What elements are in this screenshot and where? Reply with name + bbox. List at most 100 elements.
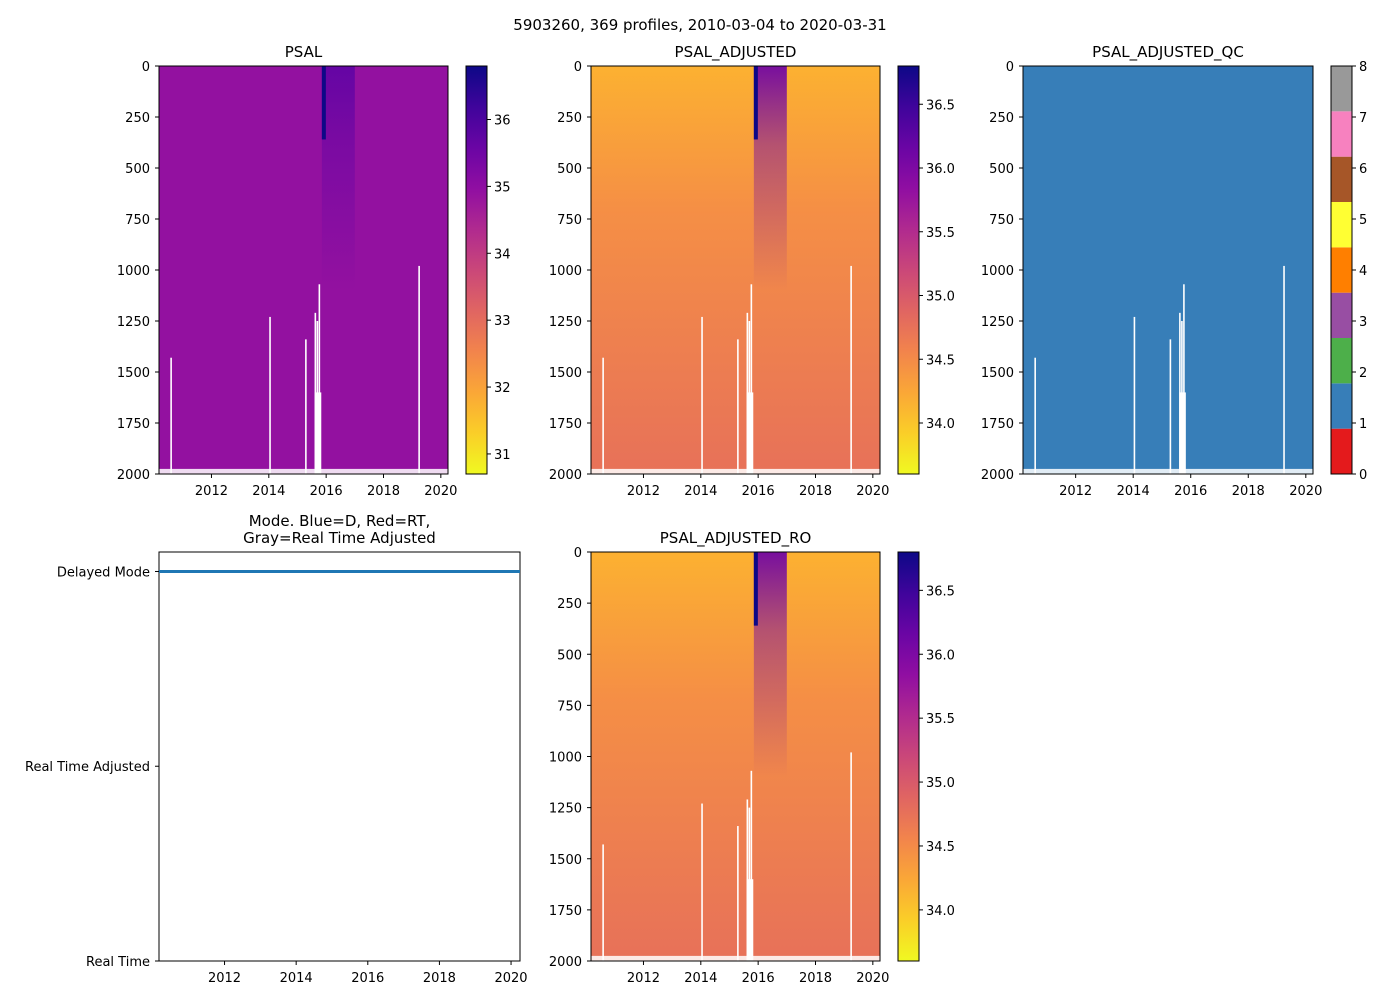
psal-adjusted-xtick-label: 2014 <box>684 484 717 499</box>
psal-adjusted-ro-colorbar-tick-label: 36.0 <box>926 648 955 663</box>
psal-adjusted-ro-colorbar-tick-label: 34.0 <box>926 904 955 919</box>
psal-ytick-label: 500 <box>125 162 150 177</box>
psal-adjusted-qc-colorbar-tick-label: 2 <box>1359 366 1367 381</box>
psal-adjusted-qc-colorbar-segment <box>1331 292 1352 338</box>
psal-adjusted-ytick-label: 500 <box>557 162 582 177</box>
psal-adjusted-qc-xtick-label: 2018 <box>1232 484 1265 499</box>
psal-adjusted-qc-colorbar-segment <box>1331 247 1352 293</box>
psal-adjusted-ro-title: PSAL_ADJUSTED_RO <box>660 529 812 548</box>
psal-adjusted-ro-bottom-fringe <box>591 955 880 961</box>
psal-adjusted-gap-block <box>746 392 754 474</box>
psal-field <box>159 66 448 474</box>
psal-ytick-label: 1500 <box>117 366 150 381</box>
psal-adjusted-qc-gap <box>1283 265 1285 474</box>
psal-adjusted-qc-colorbar-segment <box>1331 66 1352 112</box>
psal-gap <box>318 284 321 474</box>
psal-gap <box>418 265 420 474</box>
psal-adjusted-ytick-label: 250 <box>557 111 582 126</box>
psal-xtick-label: 2016 <box>310 484 343 499</box>
psal-ytick-label: 750 <box>125 213 150 228</box>
psal-adjusted-qc-colorbar-segment <box>1331 202 1352 248</box>
psal-adjusted-ro-ytick-label: 1500 <box>549 853 582 868</box>
psal-adjusted-colorbar-tick-label: 34.0 <box>926 417 955 432</box>
psal-adjusted-colorbar <box>898 66 919 474</box>
psal-adjusted-ro-gap <box>602 844 604 961</box>
psal-adjusted-xtick-label: 2018 <box>799 484 832 499</box>
psal-adjusted-ro-ytick-label: 250 <box>557 597 582 612</box>
psal-adjusted-qc-colorbar-tick-label: 6 <box>1359 162 1367 177</box>
mode-frame <box>158 551 521 962</box>
psal-adjusted-colorbar-tick-label: 35.5 <box>926 226 955 241</box>
psal-anomaly-edge <box>321 66 326 140</box>
psal-adjusted-ro-xtick-label: 2014 <box>684 971 717 986</box>
psal-adjusted-title: PSAL_ADJUSTED <box>675 43 797 62</box>
psal-gap <box>305 339 307 474</box>
psal-title: PSAL <box>285 43 323 61</box>
psal-adjusted-ro-gap <box>750 770 753 961</box>
psal-ytick-label: 0 <box>142 60 150 75</box>
mode-xtick-label: 2016 <box>351 971 384 986</box>
psal-adjusted-qc-ytick-label: 0 <box>1006 60 1014 75</box>
psal-adjusted-bottom-fringe <box>591 468 880 474</box>
psal-adjusted-ro-colorbar-tick-label: 36.5 <box>926 584 955 599</box>
psal-adjusted-qc-colorbar-tick-label: 5 <box>1359 213 1367 228</box>
psal-adjusted-qc-xtick-label: 2014 <box>1117 484 1150 499</box>
psal-adjusted-ro-ytick-label: 750 <box>557 699 582 714</box>
psal-adjusted-ytick-label: 750 <box>557 213 582 228</box>
psal-anomaly <box>321 66 355 291</box>
mode-ytick-label: Real Time Adjusted <box>25 760 150 775</box>
psal-adjusted-gap <box>750 284 753 474</box>
psal-adjusted-colorbar-tick-label: 36.0 <box>926 162 955 177</box>
psal-adjusted-ro-ytick-label: 1250 <box>549 802 582 817</box>
psal-adjusted-colorbar-tick-label: 36.5 <box>926 98 955 113</box>
psal-adjusted-ro-panel: 2012 2014 2016 2018 2020 0 250 500 750 1000 1250 15… <box>549 529 955 986</box>
psal-xtick-label: 2020 <box>424 484 457 499</box>
psal-colorbar <box>466 66 487 474</box>
psal-adjusted-qc-field <box>1023 66 1313 474</box>
psal-adjusted-ro-colorbar-tick-label: 35.5 <box>926 712 955 727</box>
psal-adjusted-xtick-label: 2016 <box>742 484 775 499</box>
mode-xtick-label: 2012 <box>208 971 241 986</box>
psal-adjusted-qc-ytick-label: 1500 <box>981 366 1014 381</box>
psal-adjusted-ro-xtick-label: 2020 <box>856 971 889 986</box>
psal-adjusted-qc-title: PSAL_ADJUSTED_QC <box>1092 43 1244 62</box>
psal-adjusted-qc-ytick-label: 500 <box>989 162 1014 177</box>
psal-colorbar-tick-label: 35 <box>494 180 511 195</box>
mode-title: Gray=Real Time Adjusted <box>243 529 436 547</box>
psal-adjusted-ro-field <box>591 552 880 961</box>
psal-adjusted-xtick-label: 2012 <box>627 484 660 499</box>
psal-gap <box>269 316 271 474</box>
psal-ytick-label: 1000 <box>117 264 150 279</box>
psal-adjusted-ro-ytick-label: 2000 <box>549 955 582 970</box>
psal-panel: 2012 2014 2016 2018 2020 0 250 500 750 1000 1250 15… <box>117 43 511 499</box>
psal-adjusted-qc-gap <box>1183 284 1185 474</box>
psal-adjusted-qc-colorbar-segment <box>1331 428 1352 474</box>
psal-adjusted-ro-colorbar <box>898 552 919 961</box>
psal-adjusted-qc-xtick-label: 2016 <box>1174 484 1207 499</box>
psal-adjusted-qc-ytick-label: 250 <box>989 111 1014 126</box>
psal-adjusted-ro-colorbar-frame <box>897 551 920 962</box>
psal-adjusted-ytick-label: 2000 <box>549 468 582 483</box>
psal-xtick-label: 2012 <box>195 484 228 499</box>
psal-adjusted-gap <box>602 357 604 474</box>
mode-ytick-label: Delayed Mode <box>57 565 150 580</box>
psal-adjusted-gap <box>737 339 739 474</box>
psal-adjusted-anomaly <box>753 66 787 291</box>
psal-bottom-fringe <box>159 468 448 474</box>
psal-adjusted-qc-colorbar-tick-label: 1 <box>1359 417 1367 432</box>
psal-adjusted-ro-gap <box>701 803 703 961</box>
psal-adjusted-qc-colorbar-segment <box>1331 156 1352 202</box>
psal-adjusted-qc-xtick-label: 2012 <box>1059 484 1092 499</box>
psal-adjusted-ytick-label: 0 <box>574 60 582 75</box>
psal-adjusted-qc-ytick-label: 750 <box>989 213 1014 228</box>
psal-adjusted-qc-gap-block <box>1179 392 1186 474</box>
psal-adjusted-ytick-label: 1250 <box>549 315 582 330</box>
psal-adjusted-ytick-label: 1000 <box>549 264 582 279</box>
psal-adjusted-qc-colorbar-segment <box>1331 383 1352 429</box>
psal-adjusted-qc-colorbar-tick-label: 8 <box>1359 60 1367 75</box>
psal-colorbar-tick-label: 31 <box>494 448 511 463</box>
psal-adjusted-field <box>591 66 880 474</box>
psal-adjusted-colorbar-tick-label: 35.0 <box>926 290 955 305</box>
psal-adjusted-qc-bottom-fringe <box>1023 468 1313 474</box>
mode-xtick-label: 2014 <box>280 971 313 986</box>
